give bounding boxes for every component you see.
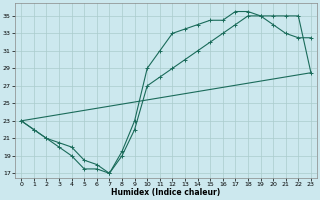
X-axis label: Humidex (Indice chaleur): Humidex (Indice chaleur) — [111, 188, 221, 197]
